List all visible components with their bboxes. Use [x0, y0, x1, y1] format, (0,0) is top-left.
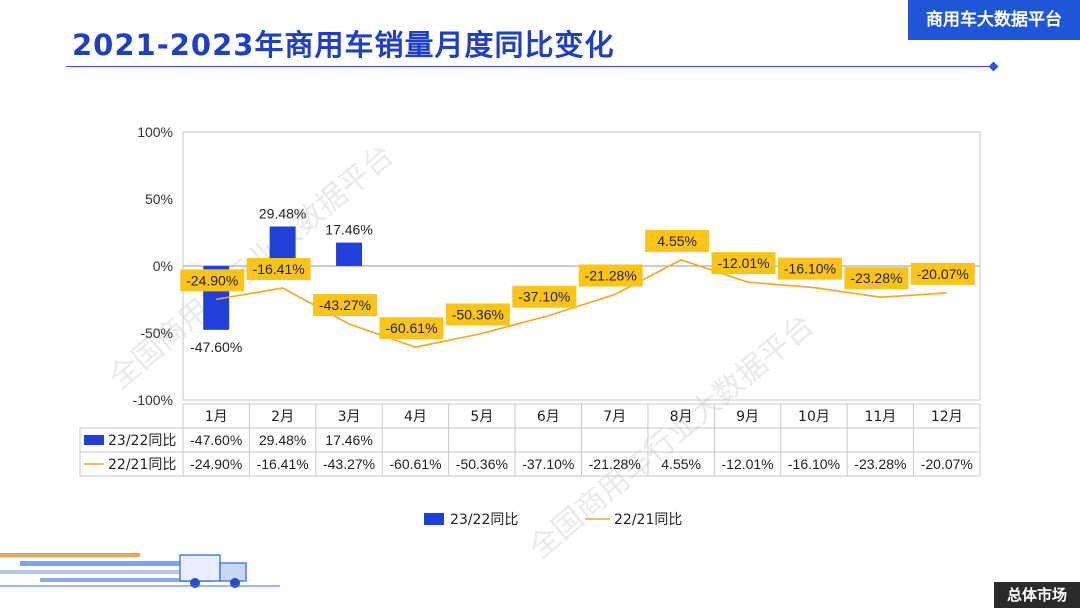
table-cell: -37.10%: [522, 456, 574, 472]
section-tag: 总体市场: [994, 582, 1080, 608]
x-category-label: 4月: [404, 409, 427, 425]
y-tick-label: 0%: [153, 258, 173, 274]
legend-swatch-bar: [424, 513, 444, 525]
page-title: 2021-2023年商用车销量月度同比变化: [72, 28, 615, 62]
line-label-box: [777, 257, 842, 280]
x-category-label: 11月: [864, 409, 896, 425]
x-category-label: 3月: [338, 409, 361, 425]
line-label-box: [844, 267, 909, 290]
bar-data-label: 29.48%: [259, 205, 306, 221]
table-cell: 17.46%: [325, 432, 372, 448]
line-label-box: [578, 264, 643, 287]
x-category-label: 6月: [537, 409, 560, 425]
y-tick-label: -50%: [140, 325, 173, 341]
line-data-label: -12.01%: [717, 255, 769, 271]
brand-badge: 商用车大数据平台: [908, 0, 1080, 40]
line-label-box: [711, 252, 776, 275]
line-data-label: -37.10%: [518, 289, 570, 305]
table-cell: -60.61%: [389, 456, 441, 472]
line-data-label: -16.41%: [253, 261, 305, 277]
x-category-label: 10月: [798, 409, 830, 425]
table-row-header: 22/21同比: [108, 457, 176, 473]
table-row-header: 23/22同比: [108, 433, 176, 449]
bar-23-22: [336, 242, 363, 266]
x-category-label: 8月: [670, 409, 693, 425]
line-label-box: [180, 269, 245, 292]
line-label-box: [512, 285, 577, 308]
table-cell: -16.41%: [257, 456, 309, 472]
y-tick-label: -100%: [133, 392, 173, 408]
table-legend-swatch-bar: [84, 435, 104, 445]
title-divider: [66, 66, 994, 67]
line-label-box: [645, 229, 710, 252]
bar-data-label: -47.60%: [190, 339, 242, 355]
table-cell: -43.27%: [323, 456, 375, 472]
y-tick-label: 50%: [145, 191, 173, 207]
x-category-label: 12月: [931, 409, 963, 425]
table-cell: -16.10%: [788, 456, 840, 472]
line-label-box: [445, 303, 510, 326]
bar-data-label: 17.46%: [325, 222, 372, 238]
table-cell: -24.90%: [190, 456, 242, 472]
line-data-label: -60.61%: [385, 320, 437, 336]
table-cell: -23.28%: [854, 456, 906, 472]
table-cell: 4.55%: [661, 456, 701, 472]
line-data-label: -43.27%: [319, 297, 371, 313]
x-category-label: 7月: [603, 409, 626, 425]
table-cell: 29.48%: [259, 432, 306, 448]
line-data-label: -16.10%: [784, 261, 836, 277]
line-22-21: [216, 259, 947, 349]
x-category-label: 9月: [736, 409, 759, 425]
x-category-label: 2月: [271, 409, 294, 425]
table-cell: -12.01%: [721, 456, 773, 472]
legend-label: 22/21同比: [614, 512, 682, 528]
line-data-label: -23.28%: [850, 270, 902, 286]
line-label-box: [313, 293, 378, 316]
legend-label: 23/22同比: [450, 512, 518, 528]
table-cell: -50.36%: [456, 456, 508, 472]
x-category-label: 1月: [205, 409, 228, 425]
line-label-box: [910, 262, 975, 285]
line-label-box: [379, 317, 444, 340]
line-data-label: -50.36%: [452, 306, 504, 322]
y-tick-label: 100%: [137, 124, 173, 140]
line-data-label: 4.55%: [657, 233, 697, 249]
line-data-label: -20.07%: [917, 266, 969, 282]
x-category-label: 5月: [470, 409, 493, 425]
table-cell: -20.07%: [921, 456, 973, 472]
line-data-label: -21.28%: [585, 268, 637, 284]
table-cell: -21.28%: [589, 456, 641, 472]
truck-decoration-icon: [0, 553, 280, 588]
table-cell: -47.60%: [190, 432, 242, 448]
line-label-box: [246, 257, 311, 280]
line-data-label: -24.90%: [186, 272, 238, 288]
